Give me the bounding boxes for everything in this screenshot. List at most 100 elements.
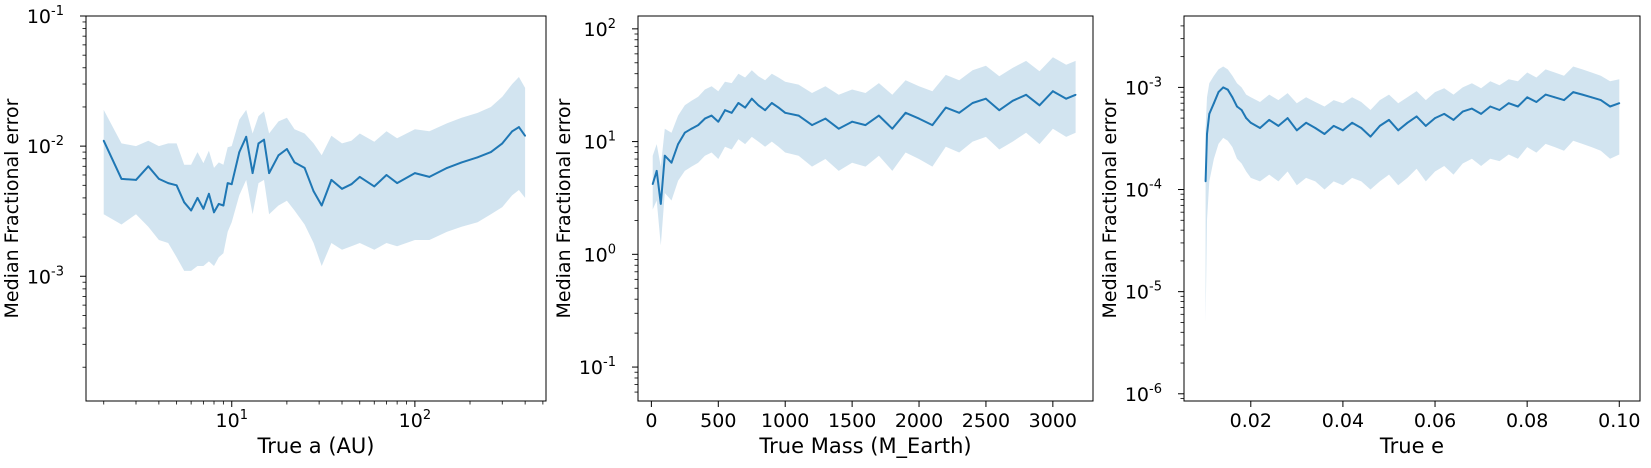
median-line-path [1204,86,1620,182]
data-point [1388,119,1390,121]
data-point [341,187,343,190]
data-point [476,156,479,159]
data-point [918,117,920,120]
data-point [797,114,800,117]
data-point [226,182,229,185]
data-point [1480,113,1482,115]
error-band-area [1205,66,1620,323]
x-axis-label: True e [1379,434,1444,458]
data-point [704,117,706,120]
data-point [1553,96,1556,99]
data-point [1065,97,1068,100]
data-point [985,97,987,100]
data-point [944,106,947,109]
axes-frame [85,15,547,402]
data-point [1434,117,1436,119]
data-point [102,139,105,142]
data-point [245,135,248,138]
data-point [690,127,693,130]
x-tick-label: 0 [645,410,657,432]
x-tick-label: 3000 [1029,410,1077,432]
data-point [1360,127,1363,129]
data-point [1332,125,1335,127]
data-point [1231,96,1234,99]
data-point [1461,110,1464,113]
data-point [1517,105,1519,108]
data-point [1507,102,1510,105]
x-tick-label: 2500 [962,410,1010,432]
data-point [824,117,827,120]
data-point [1314,127,1317,129]
data-point [202,207,205,210]
data-point [1572,91,1575,93]
data-point [744,106,746,109]
data-point [1286,117,1289,119]
x-axis-label: True Mass (M_Earth) [758,434,971,459]
data-point [208,192,210,195]
data-point [135,179,137,181]
data-point [1025,93,1027,96]
data-point [518,126,520,128]
data-point [1406,121,1409,124]
median-line [651,90,1077,205]
data-point [320,204,323,207]
data-point [770,102,773,104]
data-point [837,127,840,130]
data-point [330,179,333,181]
data-point [777,106,780,109]
data-point [1535,101,1538,103]
data-point [303,167,306,169]
data-point [1526,96,1529,99]
data-point [1295,129,1298,132]
data-point [350,183,353,186]
data-point [373,185,376,188]
data-point [190,209,193,212]
data-point [1351,121,1353,124]
data-point [851,120,853,123]
data-point [1226,88,1229,91]
data-point [385,174,388,176]
data-point [196,197,199,199]
data-point [659,203,662,205]
data-point [1222,86,1225,89]
data-point [931,124,934,126]
data-point [864,124,867,126]
data-point [891,127,894,130]
data-point [1213,102,1215,105]
data-point [651,183,654,186]
data-point [428,176,431,178]
data-point [1204,180,1207,183]
data-point [998,109,1001,112]
data-point [784,111,787,114]
data-point [697,124,700,126]
data-point [230,183,233,186]
data-point [1052,90,1054,93]
data-point [1305,121,1307,124]
data-point [1443,113,1446,115]
median-line [102,126,526,214]
data-point [501,142,504,145]
x-tick-label: 0.04 [1322,410,1364,432]
data-point [1277,125,1280,127]
data-point [1590,96,1593,99]
x-tick-label: 1000 [761,410,809,432]
data-point [1452,119,1455,121]
data-point [1074,93,1077,96]
x-tick-label: 0.06 [1414,410,1456,432]
y-tick-label: 10-3 [27,264,64,288]
data-point [175,184,178,187]
median-line [1204,86,1621,183]
data-point [446,167,448,169]
data-point [1236,105,1238,108]
data-point [730,111,733,114]
data-point [683,131,686,134]
data-point [251,172,254,175]
data-point [1342,129,1344,132]
